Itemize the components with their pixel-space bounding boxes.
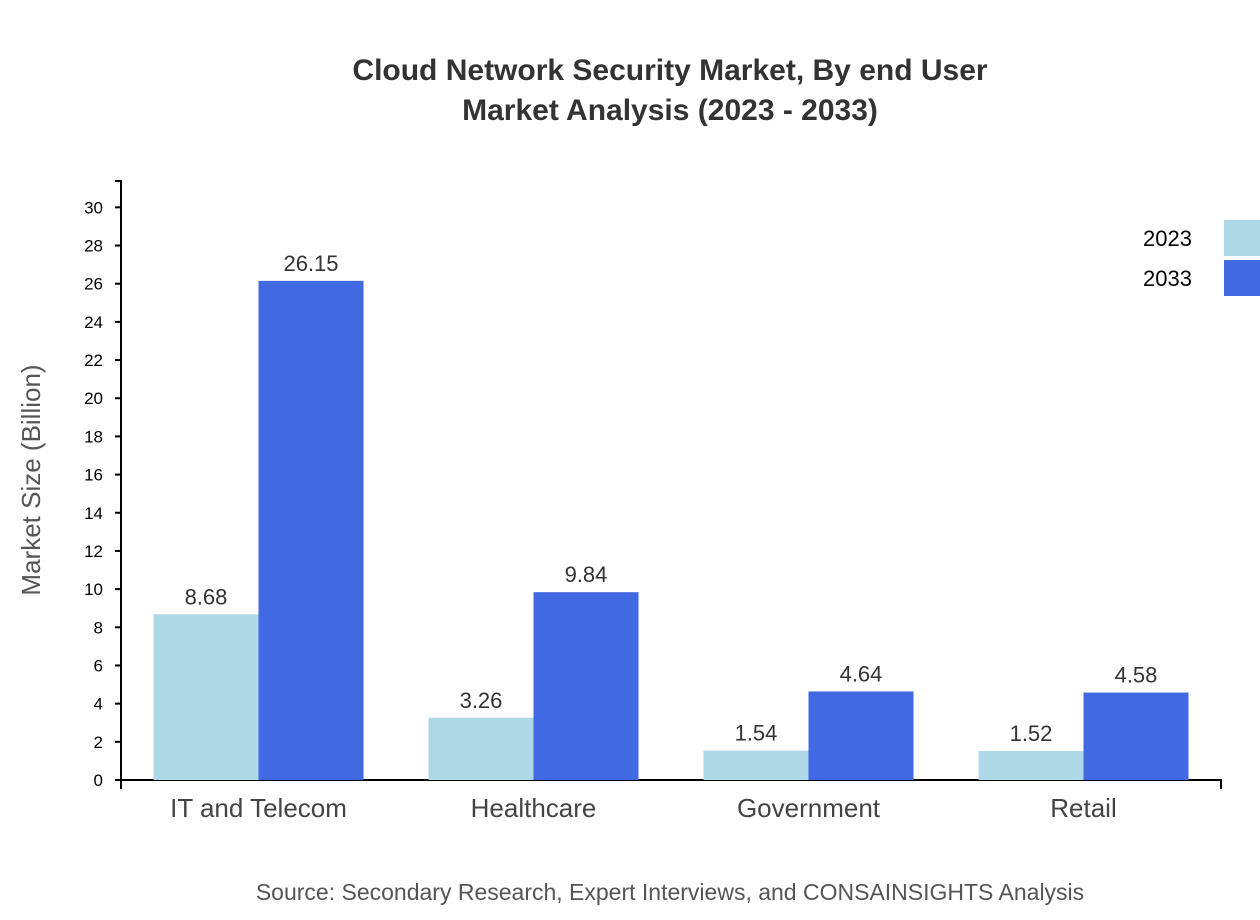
bars: 8.68 26.15 3.26 9.84 1.54 4.64 1.52 4.58 — [153, 251, 1189, 780]
data-label: 1.54 — [735, 721, 778, 746]
chart-title: Cloud Network Security Market, By end Us… — [352, 54, 987, 87]
bar-2033 — [1083, 692, 1189, 780]
y-tick-label: 20 — [84, 389, 103, 408]
y-tick-label: 12 — [84, 542, 103, 561]
x-axis: IT and Telecom Healthcare Government Retail — [120, 779, 1222, 823]
x-tick-label: Retail — [1050, 793, 1116, 823]
bar-2023 — [703, 750, 809, 780]
x-tick-label: IT and Telecom — [170, 793, 347, 823]
y-tick-label: 8 — [94, 618, 103, 637]
bar-2023 — [153, 614, 259, 780]
data-label: 26.15 — [283, 251, 338, 276]
data-label: 4.64 — [840, 661, 883, 686]
y-tick-label: 30 — [84, 198, 103, 217]
legend-label: 2033 — [1143, 266, 1192, 291]
chart-subtitle: Market Analysis (2023 - 2033) — [462, 94, 878, 127]
data-label: 8.68 — [185, 584, 228, 609]
y-tick-label: 10 — [84, 580, 103, 599]
legend-swatch — [1224, 220, 1260, 256]
y-axis-line — [115, 180, 122, 781]
y-tick-label: 0 — [94, 771, 103, 790]
y-axis-label: Market Size (Billion) — [16, 364, 46, 595]
legend-swatch — [1224, 260, 1260, 296]
bar-2033 — [533, 592, 639, 780]
y-tick-label: 26 — [84, 275, 103, 294]
bar-2033 — [808, 691, 914, 780]
y-tick-label: 28 — [84, 237, 103, 256]
y-tick-label: 16 — [84, 466, 103, 485]
data-label: 1.52 — [1010, 721, 1053, 746]
x-tick-label: Government — [737, 793, 881, 823]
data-label: 9.84 — [565, 562, 608, 587]
bar-2023 — [428, 717, 534, 780]
source-note: Source: Secondary Research, Expert Inter… — [256, 879, 1084, 905]
y-tick-label: 4 — [94, 695, 103, 714]
y-tick-label: 2 — [94, 733, 103, 752]
y-tick-label: 22 — [84, 351, 103, 370]
x-tick-label: Healthcare — [471, 793, 597, 823]
legend-label: 2023 — [1143, 226, 1192, 251]
y-tick-label: 14 — [84, 504, 103, 523]
y-tick-label: 24 — [84, 313, 103, 332]
data-label: 3.26 — [460, 688, 503, 713]
data-label: 4.58 — [1115, 663, 1158, 688]
bar-2023 — [978, 750, 1084, 780]
bar-2033 — [258, 280, 364, 780]
x-axis-line — [120, 779, 1222, 789]
y-tick-label: 6 — [94, 656, 103, 675]
legend: 2023 2033 — [1143, 220, 1260, 296]
y-tick-label: 18 — [84, 427, 103, 446]
